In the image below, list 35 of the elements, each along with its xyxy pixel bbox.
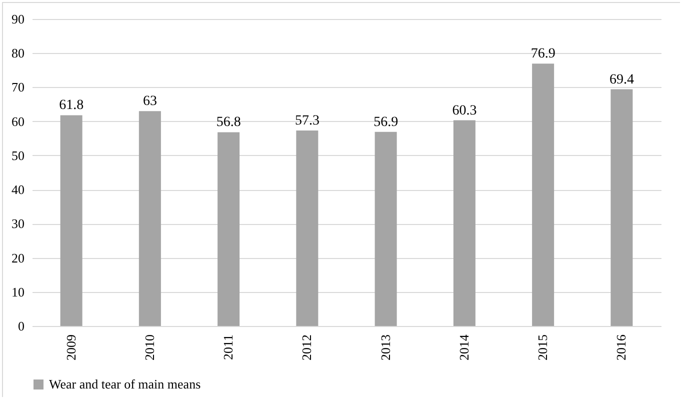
bar	[374, 132, 397, 326]
x-tick-label: 2014	[456, 334, 472, 360]
x-tick-label: 2012	[299, 334, 314, 360]
data-label: 69.4	[609, 72, 634, 88]
y-tick-label: 0	[18, 318, 24, 334]
data-label: 57.3	[294, 114, 320, 129]
y-tick-label: 10	[12, 284, 24, 300]
bar	[296, 130, 318, 326]
x-tick-label: 2009	[63, 334, 78, 360]
y-tick-label: 50	[12, 148, 24, 163]
x-tick-label: 2015	[535, 334, 550, 360]
x-tick-label: 2016	[614, 334, 629, 360]
legend-label: Wear and tear of main means	[49, 376, 201, 392]
data-label: 56.9	[374, 114, 398, 130]
x-tick-label: 2010	[142, 334, 157, 360]
data-label: 61.8	[59, 98, 84, 114]
data-label: 63	[142, 94, 157, 110]
y-tick-label: 40	[12, 182, 24, 198]
data-label: 56.8	[216, 115, 241, 130]
y-tick-label: 60	[12, 114, 24, 129]
y-tick-label: 70	[12, 80, 24, 95]
bar	[532, 64, 554, 326]
x-tick-label: 2011	[220, 334, 236, 360]
bar	[610, 89, 633, 326]
bar	[218, 132, 240, 326]
data-label: 60.3	[452, 103, 477, 118]
y-tick-label: 80	[12, 46, 24, 61]
y-tick-label: 20	[12, 250, 24, 266]
data-label: 76.9	[530, 46, 556, 62]
y-tick-label: 30	[12, 216, 24, 232]
bar	[453, 120, 476, 326]
x-tick-label: 2013	[378, 334, 393, 360]
y-tick-label: 90	[12, 12, 24, 26]
bar	[60, 115, 82, 326]
bar	[138, 111, 161, 326]
